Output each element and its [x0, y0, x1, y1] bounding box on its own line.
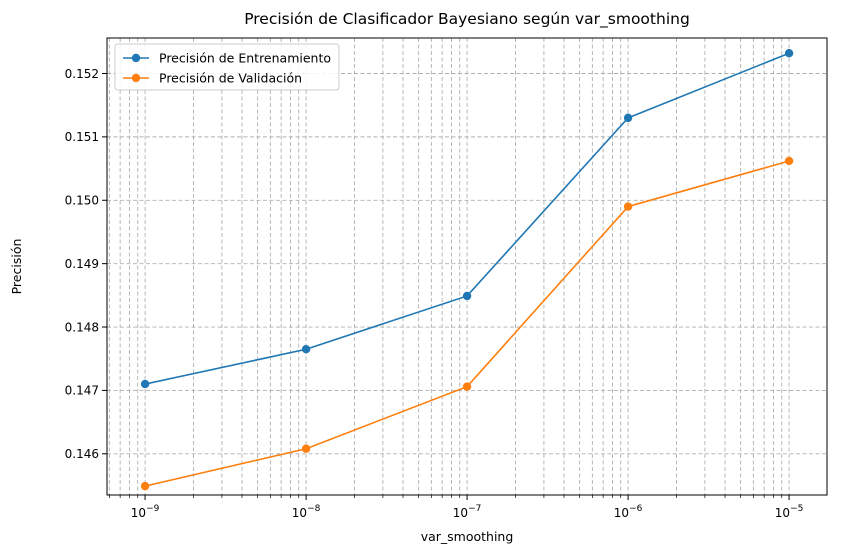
- series-layer: [140, 49, 794, 491]
- series-0-point: [784, 49, 794, 58]
- y-tick-label: 0.147: [65, 384, 99, 398]
- series-0-point: [301, 345, 311, 354]
- series-1-point: [140, 481, 150, 491]
- series-1-point: [462, 382, 472, 391]
- x-tick-label: 10−9: [131, 504, 160, 520]
- legend: Precisión de Entrenamiento Precisión de V…: [114, 43, 340, 91]
- series-0-point: [462, 291, 472, 301]
- legend-marker-0: [131, 53, 141, 63]
- y-axis-label: Precisión: [9, 239, 24, 295]
- x-tick-label: 10−5: [775, 504, 804, 520]
- series-0-point: [623, 113, 633, 123]
- y-tick-label: 0.149: [65, 257, 99, 271]
- series-1-point: [301, 444, 311, 453]
- x-tick-label: 10−7: [453, 504, 482, 520]
- y-tick-label: 0.146: [65, 447, 99, 461]
- legend-marker-1: [131, 73, 141, 83]
- legend-label-0: Precisión de Entrenamiento: [159, 50, 331, 65]
- x-tick-label: 10−8: [292, 504, 321, 520]
- ticks: 0.146 0.147 0.148 0.149 0.150 0.151 0.152 10−9 1…: [65, 67, 804, 520]
- x-axis-label: var_smoothing: [421, 529, 514, 544]
- x-tick-label: 10−6: [614, 504, 643, 520]
- y-tick-label: 0.151: [65, 130, 99, 144]
- series-0-point: [140, 379, 150, 389]
- y-tick-label: 0.150: [65, 194, 99, 208]
- legend-box: [114, 43, 340, 91]
- chart-title: Precisión de Clasificador Bayesiano segú…: [244, 10, 690, 29]
- series-1-point: [623, 202, 633, 211]
- y-tick-label: 0.148: [65, 320, 99, 334]
- y-tick-label: 0.152: [65, 67, 99, 81]
- series-1-point: [784, 156, 794, 166]
- legend-label-1: Precisión de Validación: [159, 70, 302, 85]
